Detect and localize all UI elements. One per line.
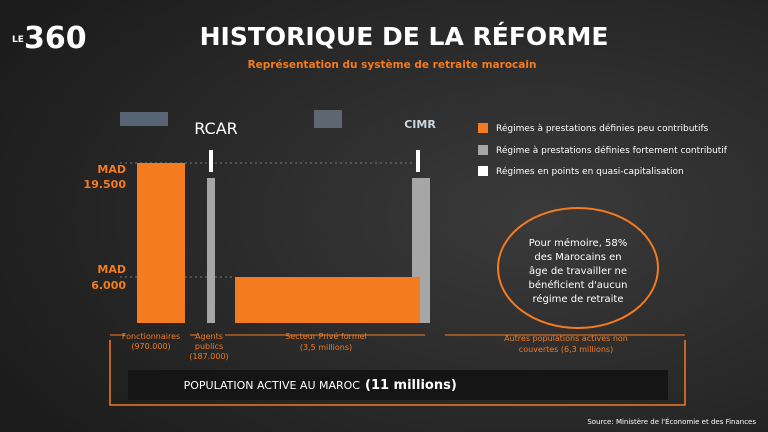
level-unit: MAD bbox=[97, 163, 126, 176]
note-line: régime de retraite bbox=[533, 293, 624, 305]
note-line: âge de travailler ne bbox=[529, 265, 627, 277]
level-amount: 6.000 bbox=[91, 279, 126, 292]
bar-fonctionnaires bbox=[137, 163, 185, 323]
group-label: Secteur Privé formel bbox=[285, 331, 367, 341]
group-label: Autres populations actives non bbox=[504, 334, 628, 343]
group-label: Fonctionnaires bbox=[122, 332, 180, 341]
group-label: publics bbox=[195, 342, 223, 351]
legend-swatch bbox=[478, 166, 488, 176]
note-circle bbox=[497, 207, 659, 329]
legend-label: Régimes à prestations définies peu contr… bbox=[496, 123, 709, 134]
level-amount: 19.500 bbox=[84, 178, 127, 191]
group-labels: Fonctionnaires (970.000) Agents publics … bbox=[122, 331, 628, 361]
bar-agents-points bbox=[209, 150, 213, 172]
logo-rcar: RCAR bbox=[194, 119, 238, 138]
title: HISTORIQUE DE LA RÉFORME bbox=[200, 22, 609, 51]
bar-cimr-points bbox=[416, 150, 420, 172]
group-label: (187.000) bbox=[189, 352, 228, 361]
logo-cnss bbox=[314, 110, 342, 128]
legend-label: Régimes en points en quasi-capitalisatio… bbox=[496, 166, 684, 177]
logo-cimr: CIMR bbox=[404, 118, 436, 131]
total-box bbox=[128, 370, 668, 400]
bar-agents bbox=[207, 178, 215, 323]
group-label: (970.000) bbox=[131, 342, 170, 351]
group-label: Agents bbox=[195, 332, 223, 341]
note: Pour mémoire, 58% des Marocains en âge d… bbox=[529, 237, 628, 305]
total-label: POPULATION ACTIVE AU MAROC bbox=[184, 379, 361, 392]
note-line: bénéficient d'aucun bbox=[529, 279, 628, 291]
subtitle: Représentation du système de retraite ma… bbox=[248, 59, 537, 71]
bar-prive bbox=[235, 277, 420, 323]
note-line: Pour mémoire, 58% bbox=[529, 237, 628, 249]
legend-swatch bbox=[478, 123, 488, 133]
total-value: (11 millions) bbox=[365, 378, 457, 393]
legend-swatch bbox=[478, 145, 488, 155]
note-line: des Marocains en bbox=[534, 252, 621, 263]
logo-number: 360 bbox=[24, 21, 87, 56]
bracket bbox=[109, 340, 686, 406]
logo-prefix: LE bbox=[12, 35, 24, 45]
level-unit: MAD bbox=[97, 263, 126, 276]
legend-label: Régime à prestations définies fortement … bbox=[496, 145, 728, 156]
group-label: (3,5 millions) bbox=[300, 343, 352, 352]
group-label: couvertes (6,3 millions) bbox=[519, 345, 613, 354]
source: Source: Ministère de l'Économie et des F… bbox=[587, 417, 756, 426]
logo-cmr bbox=[120, 112, 168, 126]
